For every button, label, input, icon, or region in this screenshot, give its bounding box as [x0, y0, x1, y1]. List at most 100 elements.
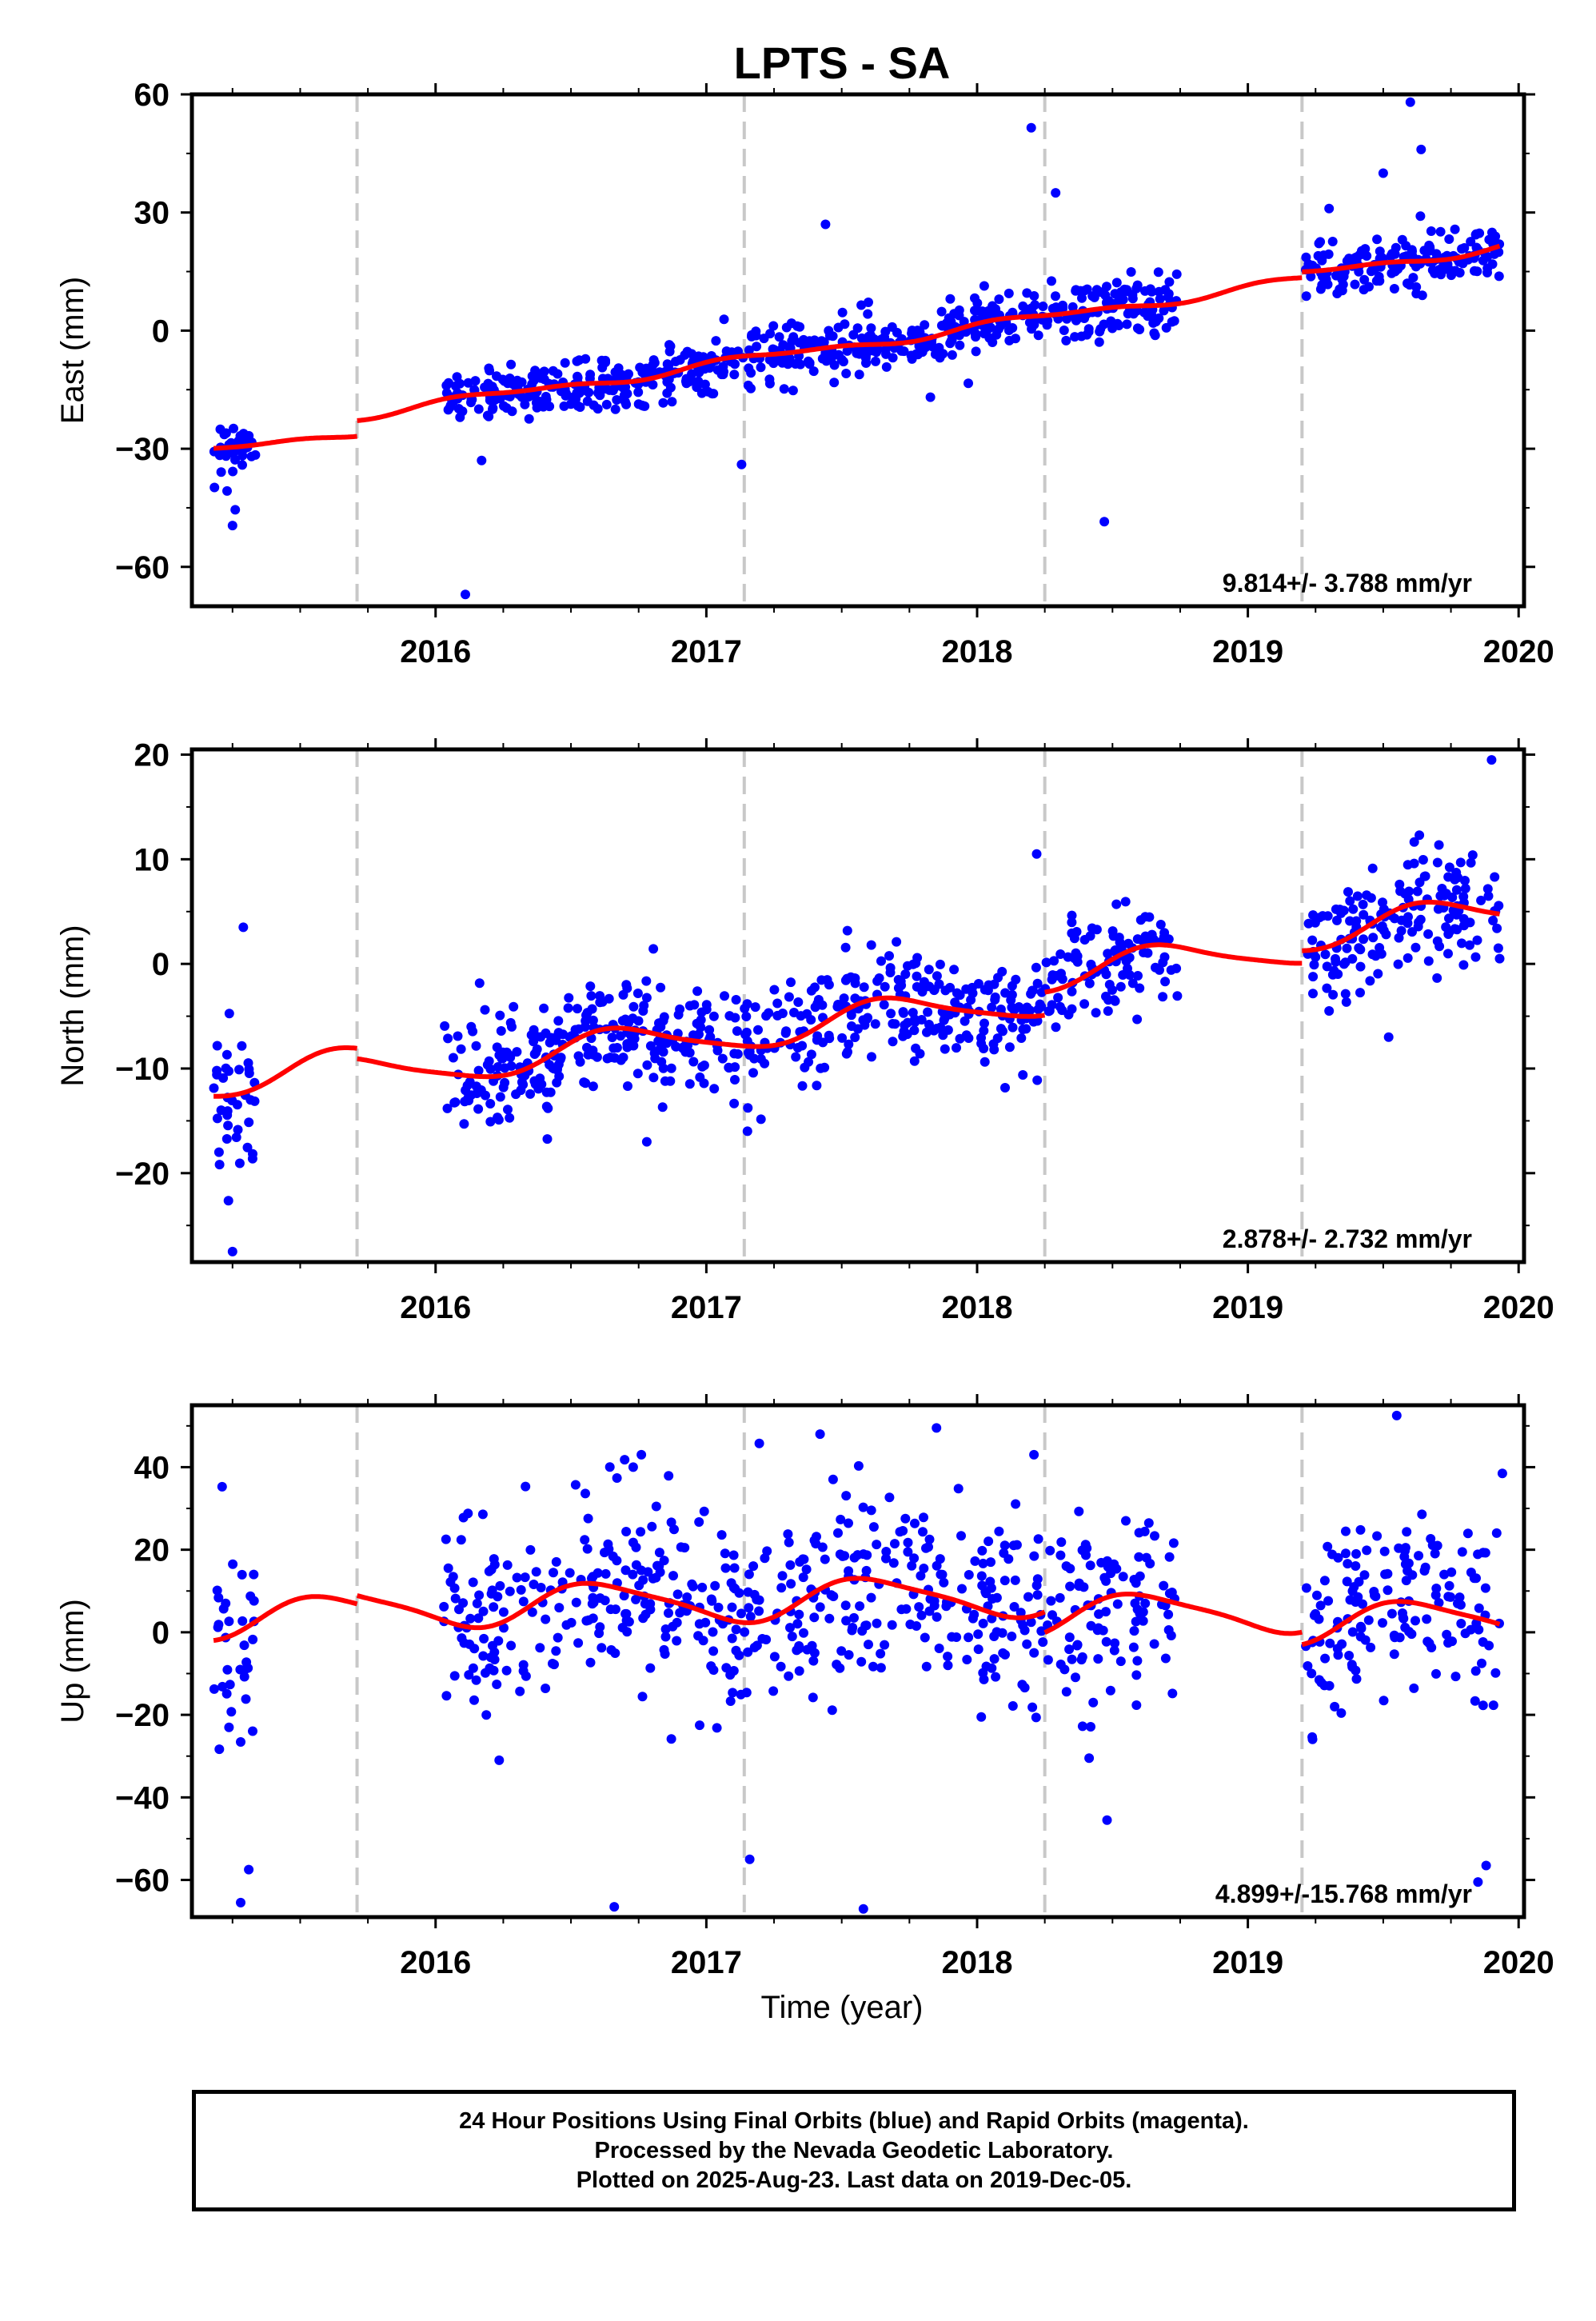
data-point — [1091, 1008, 1101, 1018]
data-point — [1102, 282, 1111, 292]
data-point — [840, 1600, 851, 1611]
data-point — [575, 402, 585, 412]
data-point — [768, 321, 779, 331]
data-point — [1372, 234, 1383, 245]
data-point — [928, 342, 938, 352]
data-point — [638, 1613, 648, 1624]
data-point — [1132, 1014, 1143, 1025]
data-point — [1047, 970, 1058, 981]
data-point — [1043, 1655, 1053, 1665]
data-point — [1355, 961, 1366, 972]
data-point — [728, 1583, 739, 1593]
data-point — [453, 1031, 463, 1041]
data-point — [1011, 1499, 1021, 1509]
data-point — [642, 1060, 652, 1070]
data-point — [725, 1670, 736, 1680]
data-point — [459, 1119, 469, 1129]
data-point — [541, 1684, 551, 1693]
data-point — [719, 366, 728, 377]
data-point — [608, 384, 619, 394]
data-point — [912, 971, 922, 981]
data-point — [585, 370, 596, 380]
data-point — [952, 988, 962, 998]
data-point — [724, 1011, 735, 1021]
data-point — [628, 1569, 638, 1580]
rate-annotation: 9.814+/- 3.788 mm/yr — [1223, 569, 1472, 597]
y-tick-label: 60 — [134, 78, 170, 113]
data-point — [864, 1640, 873, 1650]
data-point — [450, 1097, 461, 1108]
data-point — [222, 1664, 233, 1675]
data-point — [997, 1628, 1007, 1638]
data-point — [693, 351, 704, 362]
data-point — [1432, 973, 1442, 983]
data-point — [1303, 1661, 1313, 1671]
data-point — [1444, 1580, 1454, 1591]
data-point — [876, 1663, 886, 1673]
data-point — [1455, 1600, 1466, 1610]
data-point — [952, 1043, 961, 1053]
data-point — [1470, 952, 1481, 962]
data-point — [884, 1492, 895, 1503]
data-point — [636, 1565, 646, 1576]
data-point — [1490, 1668, 1501, 1678]
data-point — [460, 1097, 470, 1107]
data-point — [768, 1686, 779, 1696]
footer-line-2: Processed by the Nevada Geodetic Laborat… — [594, 2137, 1114, 2163]
data-point — [1031, 962, 1041, 973]
data-point — [847, 1021, 856, 1031]
data-point — [746, 383, 756, 393]
data-point — [1320, 949, 1331, 960]
data-point — [1139, 948, 1149, 957]
data-point — [589, 1049, 599, 1060]
data-point — [541, 1614, 551, 1624]
data-point — [478, 1606, 489, 1616]
data-point — [756, 362, 766, 373]
data-point — [536, 1583, 546, 1592]
data-point — [808, 1656, 819, 1666]
data-point — [727, 347, 737, 358]
data-point — [996, 1005, 1006, 1014]
data-point — [850, 1033, 860, 1042]
x-tick-label: 2017 — [671, 634, 742, 669]
data-point — [1349, 1582, 1359, 1592]
data-point — [549, 1660, 559, 1670]
data-point — [1112, 1599, 1123, 1609]
data-point — [988, 338, 998, 347]
data-point — [631, 1594, 641, 1604]
data-point — [477, 1509, 488, 1520]
data-point — [1359, 934, 1369, 945]
data-point — [1333, 1650, 1343, 1660]
data-point — [955, 340, 965, 350]
data-point — [841, 369, 852, 378]
data-point — [1422, 1636, 1433, 1647]
data-point — [455, 412, 465, 422]
data-point — [720, 1563, 731, 1573]
data-point — [588, 1572, 598, 1582]
data-point — [521, 1481, 531, 1492]
data-point — [1055, 949, 1066, 959]
data-point — [1061, 1561, 1071, 1572]
data-point — [964, 1570, 974, 1580]
data-point — [1493, 943, 1503, 953]
data-point — [1051, 1022, 1061, 1033]
data-point — [633, 387, 644, 397]
data-point — [1418, 855, 1428, 865]
data-point — [837, 307, 848, 318]
data-point-outlier — [238, 922, 249, 933]
data-point — [1061, 1687, 1071, 1697]
data-point — [505, 1113, 515, 1123]
data-point-outlier — [244, 1864, 254, 1875]
data-point — [892, 937, 902, 947]
data-point — [930, 349, 940, 359]
data-point — [1387, 1608, 1397, 1619]
data-point — [1018, 301, 1028, 311]
data-point — [1308, 989, 1318, 999]
data-point — [924, 1020, 934, 1029]
data-point — [1358, 1599, 1367, 1609]
data-point — [454, 1604, 464, 1615]
data-point — [237, 1569, 247, 1580]
data-point — [529, 391, 540, 401]
data-point — [1336, 1708, 1347, 1718]
data-point — [481, 1710, 492, 1720]
